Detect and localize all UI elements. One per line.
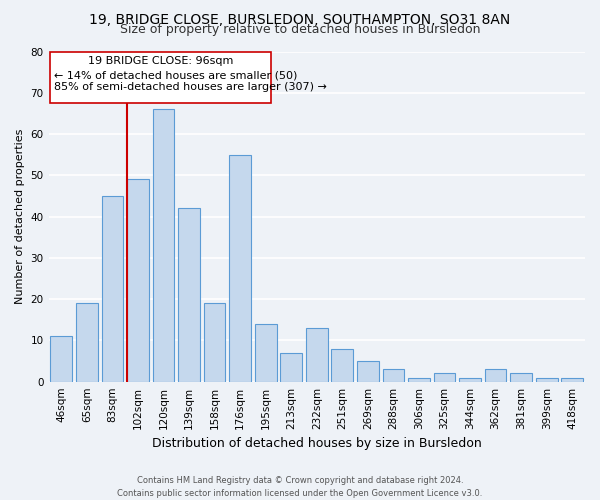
Text: ← 14% of detached houses are smaller (50): ← 14% of detached houses are smaller (50… (53, 70, 297, 80)
Bar (229, 154, 251, 382)
Bar (306, 328, 328, 382)
Bar (459, 378, 481, 382)
Bar (178, 208, 200, 382)
Bar (562, 378, 583, 382)
Bar (331, 348, 353, 382)
Bar (434, 374, 455, 382)
Text: 19 BRIDGE CLOSE: 96sqm: 19 BRIDGE CLOSE: 96sqm (88, 56, 233, 66)
Bar (408, 378, 430, 382)
Bar (50, 336, 72, 382)
Bar (383, 370, 404, 382)
X-axis label: Distribution of detached houses by size in Bursledon: Distribution of detached houses by size … (152, 437, 482, 450)
Text: 19, BRIDGE CLOSE, BURSLEDON, SOUTHAMPTON, SO31 8AN: 19, BRIDGE CLOSE, BURSLEDON, SOUTHAMPTON… (89, 12, 511, 26)
FancyBboxPatch shape (50, 52, 271, 103)
Bar (101, 196, 123, 382)
Bar (510, 374, 532, 382)
Bar (485, 370, 506, 382)
Bar (204, 304, 226, 382)
Bar (255, 324, 277, 382)
Text: Size of property relative to detached houses in Bursledon: Size of property relative to detached ho… (120, 22, 480, 36)
Bar (76, 304, 98, 382)
Bar (536, 378, 557, 382)
Text: 85% of semi-detached houses are larger (307) →: 85% of semi-detached houses are larger (… (53, 82, 326, 92)
Bar (357, 361, 379, 382)
Bar (280, 353, 302, 382)
Bar (152, 110, 175, 382)
Text: Contains HM Land Registry data © Crown copyright and database right 2024.
Contai: Contains HM Land Registry data © Crown c… (118, 476, 482, 498)
Y-axis label: Number of detached properties: Number of detached properties (15, 129, 25, 304)
Bar (127, 180, 149, 382)
